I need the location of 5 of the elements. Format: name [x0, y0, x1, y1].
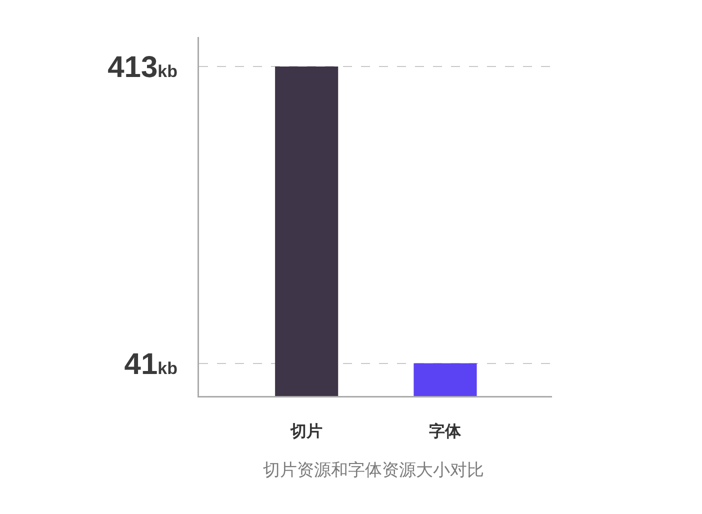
- x-tick-label: 字体: [429, 422, 462, 441]
- x-tick-label: 切片: [290, 422, 323, 441]
- y-tick-label: 41kb: [124, 348, 178, 381]
- text: 切片资源和字体资源大小对比: [262, 460, 484, 481]
- y-tick-label: 413kb: [108, 51, 178, 84]
